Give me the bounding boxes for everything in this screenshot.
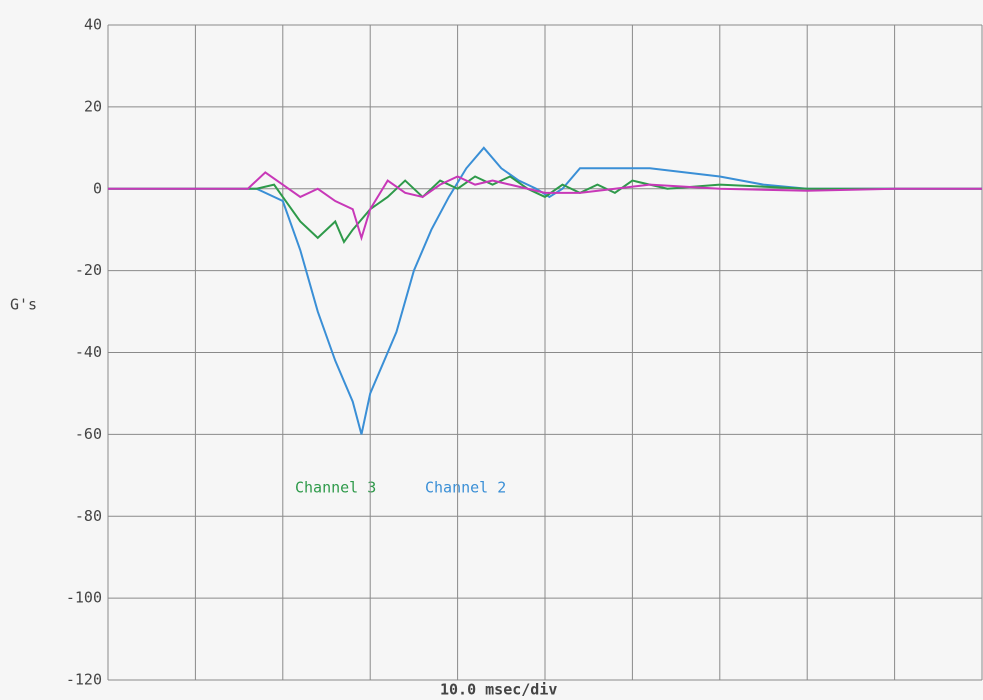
series-line [108,171,982,242]
y-tick-label: -120 [66,671,102,689]
x-axis-label: 10.0 msec/div [440,681,557,699]
y-tick-label: -40 [75,343,102,361]
legend-entry: Channel 2 [425,479,506,497]
y-tick-label: 40 [84,16,102,34]
y-tick-label: 20 [84,97,102,115]
y-tick-label: -100 [66,589,102,607]
series-line [108,146,982,435]
legend-entry: Channel 3 [295,479,376,497]
y-tick-label: -80 [75,507,102,525]
y-axis-label: G's [10,296,37,314]
y-tick-label: 0 [93,179,102,197]
series-line [108,175,982,245]
y-tick-label: -20 [75,261,102,279]
y-tick-label: -60 [75,425,102,443]
